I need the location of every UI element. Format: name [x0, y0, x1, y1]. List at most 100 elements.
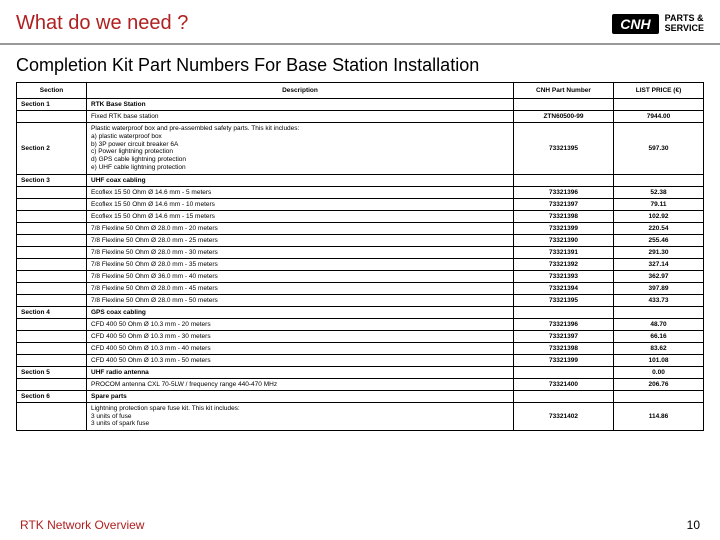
part-number-cell: 73321396: [514, 186, 614, 198]
table-row: Section 6Spare parts: [17, 390, 704, 402]
description-cell: PROCOM antenna CXL 70-5LW / frequency ra…: [87, 378, 514, 390]
part-number-cell: 73321397: [514, 198, 614, 210]
description-cell: RTK Base Station: [87, 99, 514, 111]
part-number-cell: 73321399: [514, 354, 614, 366]
section-cell: [17, 378, 87, 390]
table-row: CFD 400 50 Ohm Ø 10.3 mm - 50 meters7332…: [17, 354, 704, 366]
description-cell: Ecoflex 15 50 Ohm Ø 14.6 mm - 5 meters: [87, 186, 514, 198]
slide-title: What do we need ?: [16, 12, 188, 35]
table-row: 7/8 Flexline 50 Ohm Ø 28.0 mm - 20 meter…: [17, 222, 704, 234]
header-row: Section Description CNH Part Number LIST…: [17, 83, 704, 99]
section-cell: [17, 111, 87, 123]
parts-table: Section Description CNH Part Number LIST…: [16, 82, 704, 431]
cnh-logo-icon: CNH: [612, 14, 658, 34]
section-cell: [17, 294, 87, 306]
section-cell: [17, 234, 87, 246]
part-number-cell: 73321398: [514, 210, 614, 222]
section-cell: Section 1: [17, 99, 87, 111]
table-row: Fixed RTK base stationZTN60500-997944.00: [17, 111, 704, 123]
price-cell: 291.30: [614, 246, 704, 258]
table-row: Section 1RTK Base Station: [17, 99, 704, 111]
footer-left: RTK Network Overview: [20, 518, 144, 532]
description-cell: CFD 400 50 Ohm Ø 10.3 mm - 40 meters: [87, 342, 514, 354]
title-bar: What do we need ? CNH PARTS & SERVICE: [0, 0, 720, 45]
price-cell: 433.73: [614, 294, 704, 306]
price-cell: 255.46: [614, 234, 704, 246]
table-row: Section 2Plastic waterproof box and pre-…: [17, 123, 704, 175]
logo-subtext: PARTS & SERVICE: [665, 14, 704, 34]
price-cell: 114.86: [614, 402, 704, 430]
table-row: 7/8 Flexline 50 Ohm Ø 36.0 mm - 40 meter…: [17, 270, 704, 282]
price-cell: [614, 174, 704, 186]
price-cell: 0.00: [614, 366, 704, 378]
price-cell: 52.38: [614, 186, 704, 198]
slide-footer: RTK Network Overview 10: [0, 518, 720, 532]
price-cell: 48.70: [614, 318, 704, 330]
table-row: 7/8 Flexline 50 Ohm Ø 28.0 mm - 45 meter…: [17, 282, 704, 294]
table-row: 7/8 Flexline 50 Ohm Ø 28.0 mm - 30 meter…: [17, 246, 704, 258]
section-cell: Section 3: [17, 174, 87, 186]
price-cell: 397.89: [614, 282, 704, 294]
description-cell: Lightning protection spare fuse kit. Thi…: [87, 402, 514, 430]
description-cell: UHF coax cabling: [87, 174, 514, 186]
price-cell: [614, 390, 704, 402]
part-number-cell: 73321395: [514, 123, 614, 175]
price-cell: [614, 306, 704, 318]
description-cell: UHF radio antenna: [87, 366, 514, 378]
col-section: Section: [17, 83, 87, 99]
table-row: PROCOM antenna CXL 70-5LW / frequency ra…: [17, 378, 704, 390]
price-cell: 7944.00: [614, 111, 704, 123]
section-cell: [17, 402, 87, 430]
section-cell: [17, 342, 87, 354]
description-cell: 7/8 Flexline 50 Ohm Ø 28.0 mm - 25 meter…: [87, 234, 514, 246]
part-number-cell: 73321395: [514, 294, 614, 306]
description-cell: Ecoflex 15 50 Ohm Ø 14.6 mm - 10 meters: [87, 198, 514, 210]
description-cell: Spare parts: [87, 390, 514, 402]
section-cell: [17, 246, 87, 258]
table-row: 7/8 Flexline 50 Ohm Ø 28.0 mm - 25 meter…: [17, 234, 704, 246]
description-cell: Ecoflex 15 50 Ohm Ø 14.6 mm - 15 meters: [87, 210, 514, 222]
part-number-cell: 73321394: [514, 282, 614, 294]
description-cell: CFD 400 50 Ohm Ø 10.3 mm - 20 meters: [87, 318, 514, 330]
part-number-cell: 73321398: [514, 342, 614, 354]
section-cell: [17, 318, 87, 330]
price-cell: 206.76: [614, 378, 704, 390]
price-cell: 101.08: [614, 354, 704, 366]
table-row: Ecoflex 15 50 Ohm Ø 14.6 mm - 10 meters7…: [17, 198, 704, 210]
part-number-cell: 73321391: [514, 246, 614, 258]
price-cell: 597.30: [614, 123, 704, 175]
table-row: 7/8 Flexline 50 Ohm Ø 28.0 mm - 35 meter…: [17, 258, 704, 270]
part-number-cell: [514, 390, 614, 402]
table-row: CFD 400 50 Ohm Ø 10.3 mm - 40 meters7332…: [17, 342, 704, 354]
description-cell: Fixed RTK base station: [87, 111, 514, 123]
part-number-cell: 73321396: [514, 318, 614, 330]
section-cell: Section 6: [17, 390, 87, 402]
description-cell: 7/8 Flexline 50 Ohm Ø 36.0 mm - 40 meter…: [87, 270, 514, 282]
price-cell: 83.62: [614, 342, 704, 354]
table-row: CFD 400 50 Ohm Ø 10.3 mm - 20 meters7332…: [17, 318, 704, 330]
description-cell: CFD 400 50 Ohm Ø 10.3 mm - 50 meters: [87, 354, 514, 366]
part-number-cell: [514, 366, 614, 378]
price-cell: 66.16: [614, 330, 704, 342]
part-number-cell: [514, 174, 614, 186]
table-row: CFD 400 50 Ohm Ø 10.3 mm - 30 meters7332…: [17, 330, 704, 342]
page-number: 10: [687, 518, 700, 532]
description-cell: 7/8 Flexline 50 Ohm Ø 28.0 mm - 35 meter…: [87, 258, 514, 270]
part-number-cell: ZTN60500-99: [514, 111, 614, 123]
col-part: CNH Part Number: [514, 83, 614, 99]
section-cell: [17, 210, 87, 222]
col-price: LIST PRICE (€): [614, 83, 704, 99]
description-cell: 7/8 Flexline 50 Ohm Ø 28.0 mm - 20 meter…: [87, 222, 514, 234]
parts-table-container: Section Description CNH Part Number LIST…: [0, 82, 720, 431]
description-cell: Plastic waterproof box and pre-assembled…: [87, 123, 514, 175]
table-row: Section 3UHF coax cabling: [17, 174, 704, 186]
price-cell: [614, 99, 704, 111]
section-cell: Section 4: [17, 306, 87, 318]
table-row: Ecoflex 15 50 Ohm Ø 14.6 mm - 15 meters7…: [17, 210, 704, 222]
col-desc: Description: [87, 83, 514, 99]
slide-subtitle: Completion Kit Part Numbers For Base Sta…: [0, 45, 720, 82]
section-cell: [17, 330, 87, 342]
part-number-cell: 73321399: [514, 222, 614, 234]
price-cell: 102.92: [614, 210, 704, 222]
section-cell: [17, 354, 87, 366]
